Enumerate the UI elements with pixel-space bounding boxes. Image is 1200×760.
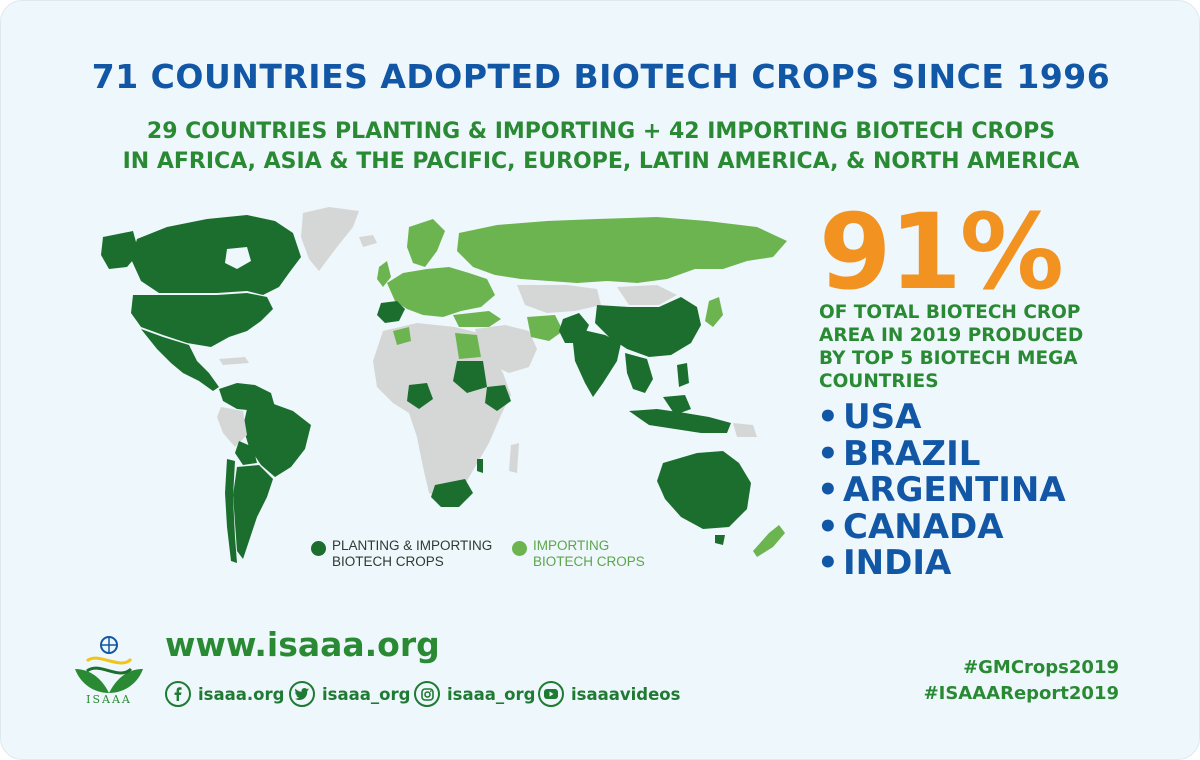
australia xyxy=(657,451,751,529)
north-africa-importing xyxy=(393,327,411,345)
chile xyxy=(225,459,237,563)
mongolia xyxy=(617,285,677,305)
hudson-bay xyxy=(225,247,251,269)
instagram-handle: isaaa_org xyxy=(447,684,536,704)
kazakhstan xyxy=(517,285,601,313)
uk xyxy=(377,261,391,287)
southeast-asia xyxy=(625,353,653,393)
nigeria xyxy=(407,383,433,409)
japan xyxy=(705,297,723,327)
legend-dot-planting-importing xyxy=(311,541,326,556)
borneo xyxy=(663,395,691,415)
iran xyxy=(527,315,563,341)
europe xyxy=(387,267,495,317)
stat-line-4: COUNTRIES xyxy=(819,371,939,392)
peru xyxy=(217,407,247,447)
mega-country-list: • USA • BRAZIL • ARGENTINA • CANADA • INDIA xyxy=(817,399,1066,582)
youtube-icon xyxy=(538,681,564,707)
greenland xyxy=(301,207,359,271)
list-item: • USA xyxy=(817,397,922,437)
south-america-north xyxy=(219,383,275,411)
list-item: • ARGENTINA xyxy=(817,470,1066,510)
iceland xyxy=(359,235,377,247)
egypt xyxy=(455,333,481,359)
brazil xyxy=(243,403,311,477)
legend-label-importing: IMPORTING BIOTECH CROPS xyxy=(533,538,645,569)
hashtags: #GMCrops2019 #ISAAAReport2019 xyxy=(924,655,1119,707)
logo-wordmark: ISAAA xyxy=(86,693,132,706)
scandinavia xyxy=(407,219,445,267)
isaaa-logo xyxy=(75,636,143,693)
hashtag-gmcrops[interactable]: #GMCrops2019 xyxy=(963,657,1119,678)
mega-country-share-percent: 91% xyxy=(819,191,1064,313)
south-africa xyxy=(431,479,473,507)
facebook-handle: isaaa.org xyxy=(198,684,285,704)
philippines xyxy=(677,363,689,387)
website-link[interactable]: www.isaaa.org xyxy=(165,625,440,664)
country-name: CANADA xyxy=(843,506,1004,547)
country-name: USA xyxy=(843,397,922,437)
stat-line-2: AREA IN 2019 PRODUCED xyxy=(819,325,1084,346)
india xyxy=(573,329,621,397)
list-item: • CANADA xyxy=(817,506,1004,547)
instagram-icon xyxy=(414,681,440,707)
facebook-icon xyxy=(165,681,191,707)
mexico xyxy=(141,329,219,391)
mega-country-share-text: OF TOTAL BIOTECH CROP AREA IN 2019 PRODU… xyxy=(819,301,1109,393)
russia xyxy=(457,217,787,283)
hashtag-isaaa-report[interactable]: #ISAAAReport2019 xyxy=(923,683,1119,704)
canada xyxy=(131,215,301,295)
youtube-handle: isaaavideos xyxy=(571,684,681,704)
subtitle-line-2: IN AFRICA, ASIA & THE PACIFIC, EUROPE, L… xyxy=(122,149,1080,174)
list-item: • BRAZIL xyxy=(817,433,981,474)
legend-item-importing: IMPORTING BIOTECH CROPS xyxy=(512,538,645,570)
list-item: • INDIA xyxy=(817,543,952,583)
usa xyxy=(131,293,273,347)
country-name: INDIA xyxy=(843,543,952,583)
social-twitter[interactable]: isaaa_org xyxy=(289,681,410,707)
page-title: 71 COUNTRIES ADOPTED BIOTECH CROPS SINCE… xyxy=(91,57,1111,96)
tasmania xyxy=(715,535,725,545)
spain xyxy=(377,301,405,323)
legend-item-planting-importing: PLANTING & IMPORTING BIOTECH CROPS xyxy=(311,538,492,570)
turkey xyxy=(453,311,501,327)
malawi xyxy=(477,459,483,473)
legend-dot-importing xyxy=(512,541,527,556)
twitter-handle: isaaa_org xyxy=(322,684,411,704)
stat-line-3: BY TOP 5 BIOTECH MEGA xyxy=(819,348,1078,369)
twitter-icon xyxy=(289,681,315,707)
madagascar xyxy=(509,443,519,473)
papua xyxy=(733,423,757,437)
new-zealand xyxy=(753,525,785,557)
social-facebook[interactable]: isaaa.org xyxy=(165,681,284,707)
subtitle-line-1: 29 COUNTRIES PLANTING & IMPORTING + 42 I… xyxy=(146,119,1056,144)
argentina xyxy=(233,465,273,559)
stat-line-1: OF TOTAL BIOTECH CROP xyxy=(819,302,1081,323)
indonesia xyxy=(629,409,731,433)
country-name: ARGENTINA xyxy=(843,470,1066,510)
china xyxy=(595,297,701,357)
social-youtube[interactable]: isaaavideos xyxy=(538,681,680,707)
bolivia xyxy=(235,441,257,465)
subtitle: 29 COUNTRIES PLANTING & IMPORTING + 42 I… xyxy=(1,117,1199,177)
sudan xyxy=(453,361,487,393)
legend-label-planting-importing: PLANTING & IMPORTING BIOTECH CROPS xyxy=(332,538,493,569)
country-name: BRAZIL xyxy=(843,433,981,474)
alaska xyxy=(101,231,139,269)
caribbean xyxy=(219,357,249,365)
social-instagram[interactable]: isaaa_org xyxy=(414,681,535,707)
world-map xyxy=(101,207,787,563)
ethiopia xyxy=(485,385,511,411)
